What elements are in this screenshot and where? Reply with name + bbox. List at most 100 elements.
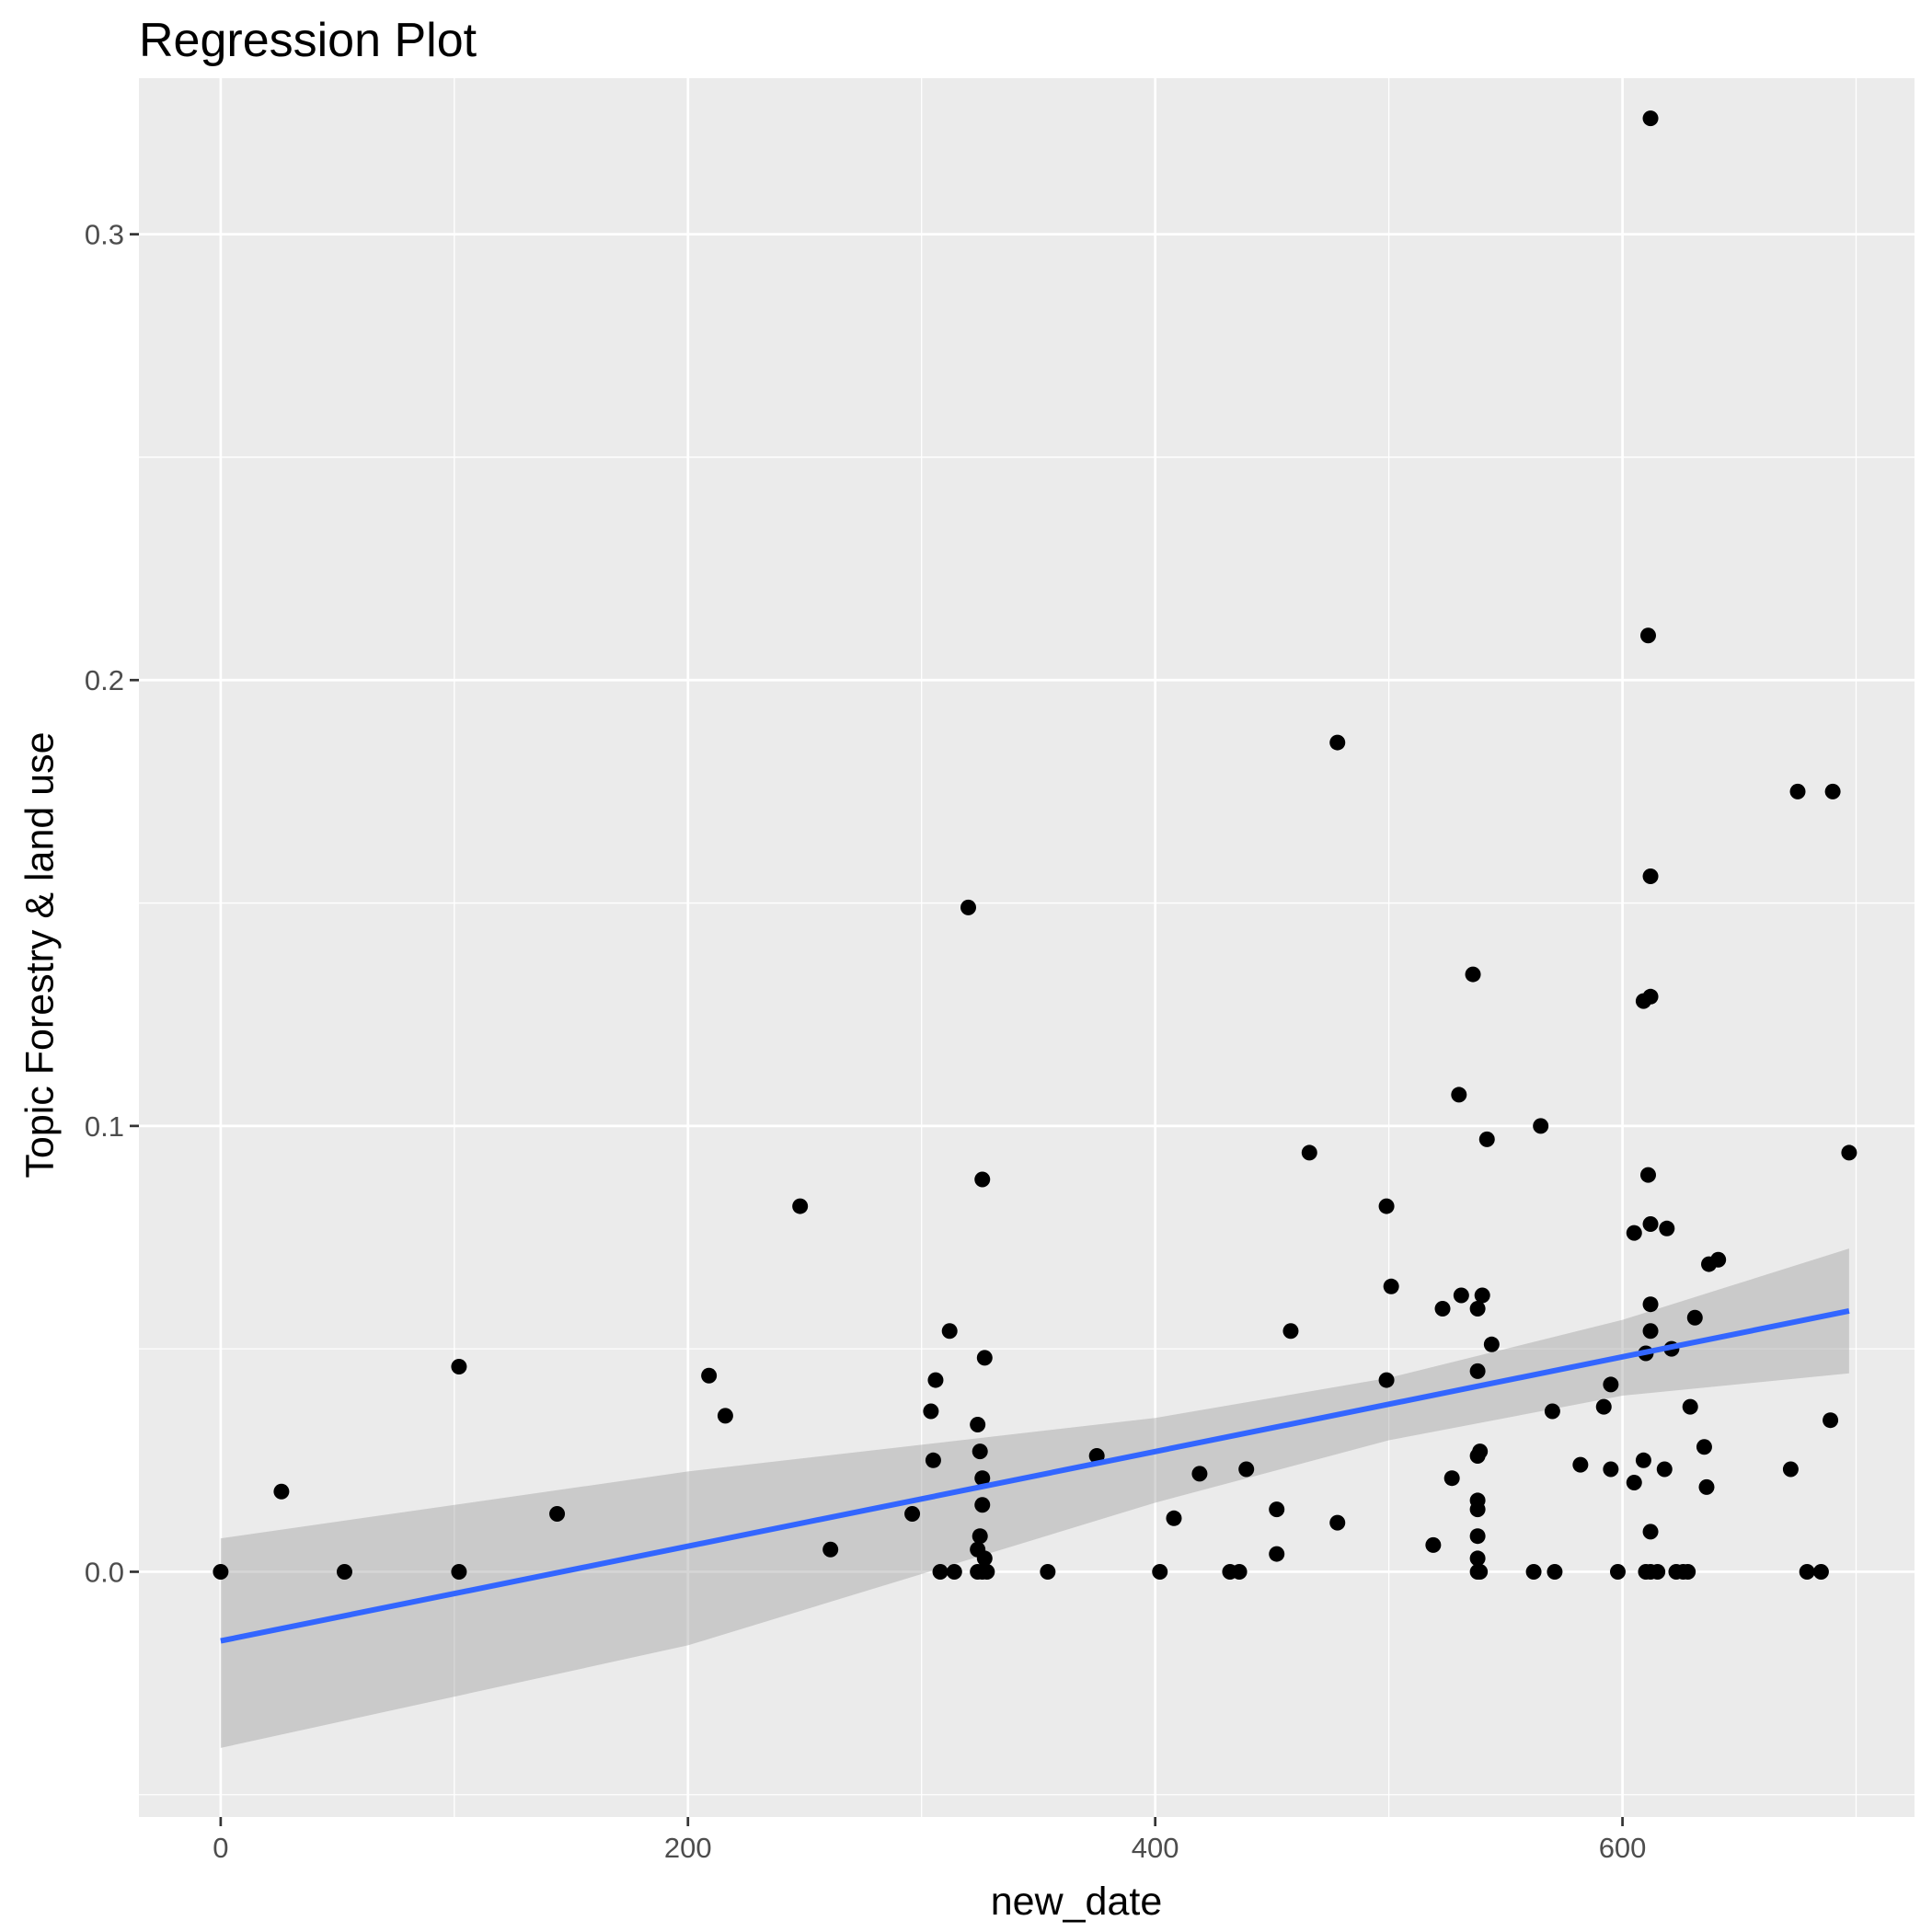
data-point (1329, 734, 1346, 751)
data-point (927, 1372, 944, 1388)
data-point (925, 1452, 941, 1468)
data-point (1453, 1287, 1469, 1304)
data-point (1626, 1475, 1642, 1491)
data-point (1824, 783, 1841, 799)
confidence-band-layer (220, 1248, 1849, 1748)
data-point (1451, 1087, 1467, 1103)
data-point (946, 1563, 962, 1580)
x-tick-label: 200 (664, 1832, 712, 1864)
data-point (1483, 1336, 1500, 1352)
data-point (1469, 1363, 1486, 1379)
data-point (1656, 1461, 1673, 1478)
data-point (1640, 1167, 1656, 1183)
minor-gridlines (139, 78, 1915, 1817)
data-point (1642, 110, 1659, 127)
data-point (701, 1367, 718, 1384)
data-point (273, 1483, 290, 1500)
data-point (549, 1505, 566, 1522)
data-point (974, 1470, 991, 1487)
data-point (1152, 1563, 1168, 1580)
data-point (1544, 1403, 1560, 1420)
data-point (972, 1528, 988, 1545)
y-tick-label: 0.0 (85, 1556, 124, 1588)
axis-ticks: 0 200 400 600 0.0 0.1 0.2 0.3 (85, 219, 1647, 1864)
data-point (717, 1408, 733, 1424)
data-point (1547, 1563, 1563, 1580)
data-point (923, 1403, 939, 1420)
major-gridlines (139, 78, 1915, 1817)
data-point (1642, 1215, 1659, 1232)
data-point (1626, 1225, 1642, 1241)
data-point (904, 1505, 921, 1522)
x-axis-label: new_date (990, 1880, 1163, 1924)
data-point (451, 1563, 467, 1580)
y-axis-label: Topic Forestry & land use (17, 731, 63, 1179)
data-point (1166, 1510, 1182, 1526)
data-point (1595, 1398, 1612, 1415)
data-point (1378, 1372, 1395, 1388)
data-point (1812, 1563, 1829, 1580)
data-point (976, 1550, 993, 1567)
data-point (1642, 1524, 1659, 1540)
data-point (972, 1443, 988, 1460)
data-point (213, 1563, 229, 1580)
plot-panel (139, 78, 1915, 1817)
data-point (1642, 868, 1659, 884)
data-point (1434, 1301, 1451, 1317)
data-point (1088, 1447, 1105, 1464)
data-point (960, 899, 977, 915)
data-point (979, 1563, 995, 1580)
data-point (1425, 1536, 1442, 1553)
data-point (1474, 1287, 1490, 1304)
data-point (1301, 1144, 1317, 1161)
regression-line (220, 1308, 1850, 1644)
chart-title: Regression Plot (139, 14, 477, 67)
data-point (1609, 1563, 1626, 1580)
data-point (1282, 1323, 1299, 1340)
data-point (1238, 1461, 1255, 1478)
data-point (336, 1563, 352, 1580)
data-point (941, 1323, 958, 1340)
confidence-band (220, 1248, 1849, 1748)
data-point (1469, 1301, 1486, 1317)
data-point (970, 1417, 986, 1433)
x-tick-label: 400 (1132, 1832, 1179, 1864)
data-point (976, 1350, 993, 1366)
data-point (1642, 988, 1659, 1005)
y-tick-label: 0.1 (85, 1110, 124, 1143)
data-point (1572, 1456, 1589, 1473)
data-point (1378, 1198, 1395, 1214)
data-point (822, 1541, 839, 1558)
data-point (1383, 1278, 1399, 1294)
data-point (1682, 1398, 1698, 1415)
y-tick-label: 0.3 (85, 219, 124, 251)
data-point (1710, 1251, 1727, 1268)
data-point (1472, 1563, 1489, 1580)
data-point (451, 1359, 467, 1375)
data-point (1469, 1528, 1486, 1545)
data-point (1472, 1443, 1489, 1460)
data-point (1823, 1412, 1839, 1429)
data-point (1465, 966, 1481, 983)
data-point (1478, 1131, 1495, 1147)
data-point (1686, 1309, 1703, 1326)
data-point (1782, 1461, 1799, 1478)
data-point (1469, 1501, 1486, 1518)
data-point (1603, 1376, 1619, 1393)
data-point (1841, 1144, 1857, 1161)
data-point (1642, 1323, 1659, 1340)
data-point (1659, 1220, 1675, 1236)
data-point (1191, 1466, 1208, 1482)
data-point (1799, 1563, 1815, 1580)
data-point (1789, 783, 1806, 799)
data-point (932, 1563, 949, 1580)
data-point (1231, 1563, 1248, 1580)
data-point (1635, 1452, 1651, 1468)
y-tick-label: 0.2 (85, 664, 124, 696)
data-point (1040, 1563, 1056, 1580)
x-tick-label: 600 (1599, 1832, 1647, 1864)
data-point (1640, 627, 1656, 644)
data-point (1443, 1470, 1460, 1487)
data-point (1698, 1478, 1715, 1495)
